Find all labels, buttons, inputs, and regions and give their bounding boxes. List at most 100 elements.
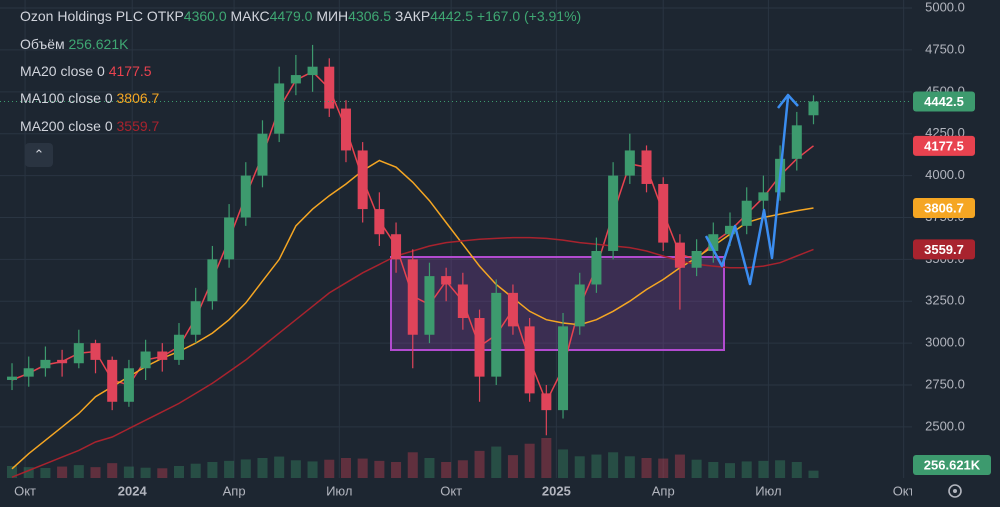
candle-body [340,108,351,151]
volume-bar [290,460,301,478]
price-tag: 4442.5 [924,94,964,109]
x-tick-label: 2024 [118,483,148,498]
header: Ozon Holdings PLC ОТКР4360.0 МАКС4479.0 … [20,8,581,24]
candle-body [591,250,602,285]
y-tick-label: 2500.0 [925,418,965,433]
candle-body [140,351,151,369]
legend-value: 3806.7 [116,90,160,106]
collapse-button[interactable]: ⌃ [25,143,53,167]
volume-pane [7,438,819,478]
candle-body [7,376,18,380]
close-value: 4442.5 [430,8,474,24]
volume-bar [558,449,569,478]
legend-value: 3559.7 [116,118,160,134]
volume-bar [374,460,385,478]
x-tick-label: Апр [223,483,246,498]
legend-name: Объём [20,36,65,52]
candle-body [791,125,802,159]
legend-name: MA100 close 0 [20,90,113,106]
candle-body [424,276,435,335]
candle-body [624,150,635,176]
volume-tag-bg [913,455,991,475]
volume-bar [808,470,819,478]
candle-body [123,368,134,402]
candle-body [257,133,268,176]
candle-body [357,150,368,210]
x-axis: Окт 2024 Апр Июл Окт 2025 Апр Июл Окт [14,483,915,498]
volume-bar [708,462,719,478]
x-tick-label: Окт [440,483,462,498]
volume-bar [73,465,84,478]
candle-body [674,242,685,268]
low-label: МИН [316,8,349,24]
y-tick-label: 5000.0 [925,0,965,14]
volume-bar [90,467,101,478]
legend-name: MA20 close 0 [20,63,105,79]
volume-bar [7,466,18,478]
volume-bar [340,458,351,478]
x-tick-label: Июл [326,483,352,498]
candle-body [741,200,752,226]
volume-bar [658,458,669,478]
candle-body [608,175,619,251]
candle-body [157,351,168,360]
plot [0,44,912,478]
open-value: 4360.0 [183,8,227,24]
candle-body [307,66,318,76]
x-tick-label: Окт [893,483,915,498]
candle-body [57,359,68,364]
legend-item: MA200 close 0 3559.7 [20,118,159,134]
volume-legend: Объём 256.621K [20,36,128,52]
volume-bar [741,461,752,478]
candle-body [90,343,101,360]
candle-body [457,284,468,318]
x-tick-label: Июл [755,483,781,498]
candle-body [107,359,118,402]
candle-body [541,393,552,411]
volume-bar [224,460,235,478]
candle-body [474,317,485,377]
y-tick-label: 4750.0 [925,41,965,56]
price-tags: 4177.5 3806.7 3559.7 4442.5 256.621K [913,91,991,475]
volume-bar [758,460,769,478]
candle-body [207,259,218,302]
legend-item: MA100 close 0 3806.7 [20,90,159,106]
volume-bar [307,461,318,478]
ma-tag-bg [913,135,975,156]
volume-bar [608,452,619,478]
candle-body [73,343,84,364]
volume-bar [791,462,802,478]
volume-bar [23,467,34,478]
candle-body [274,83,285,134]
candle-body [658,183,669,243]
x-tick-label: 2025 [542,483,571,498]
arrow-head [777,93,799,109]
volume-bar [123,466,134,478]
ma-tag-bg [913,197,975,218]
forecast-arrow [704,96,790,286]
price-tag-bg [913,91,975,112]
volume-bar [457,460,468,478]
y-tick-label: 4000.0 [925,167,965,182]
candle-body [724,225,736,235]
candle-body [558,326,569,411]
volume-bar [591,454,602,478]
legend-name: MA200 close 0 [20,118,113,134]
candle-body [290,75,301,84]
settings-icon-dot [953,489,957,493]
volume-bar [624,456,635,478]
settings-icon[interactable] [948,484,962,498]
candle-body [324,66,335,109]
candle-body [391,234,402,260]
candle-body [574,284,585,327]
volume-bar [407,452,418,478]
volume-bar [357,458,368,478]
candle-body [691,250,702,268]
low-value: 4306.5 [348,8,391,24]
volume-bar [574,456,585,478]
candle-body [407,259,418,335]
open-label: ОТКР [146,8,184,24]
symbol-title: Ozon Holdings PLC [20,8,143,24]
candle-body [224,217,235,260]
volume-bar [491,446,502,478]
